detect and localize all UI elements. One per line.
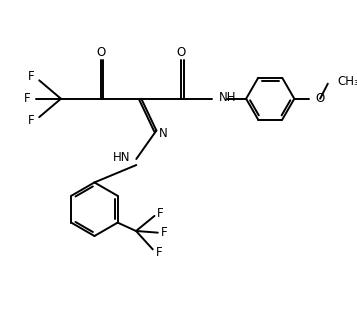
Text: F: F — [157, 207, 164, 220]
Text: O: O — [96, 46, 106, 59]
Text: F: F — [28, 114, 35, 127]
Text: N: N — [159, 127, 168, 140]
Text: F: F — [156, 246, 162, 259]
Text: F: F — [161, 226, 168, 239]
Text: HN: HN — [113, 151, 130, 164]
Text: O: O — [315, 92, 324, 105]
Text: O: O — [177, 46, 186, 59]
Text: CH₃: CH₃ — [337, 75, 357, 88]
Text: NH: NH — [219, 91, 236, 104]
Text: F: F — [28, 71, 35, 83]
Text: F: F — [24, 92, 30, 105]
